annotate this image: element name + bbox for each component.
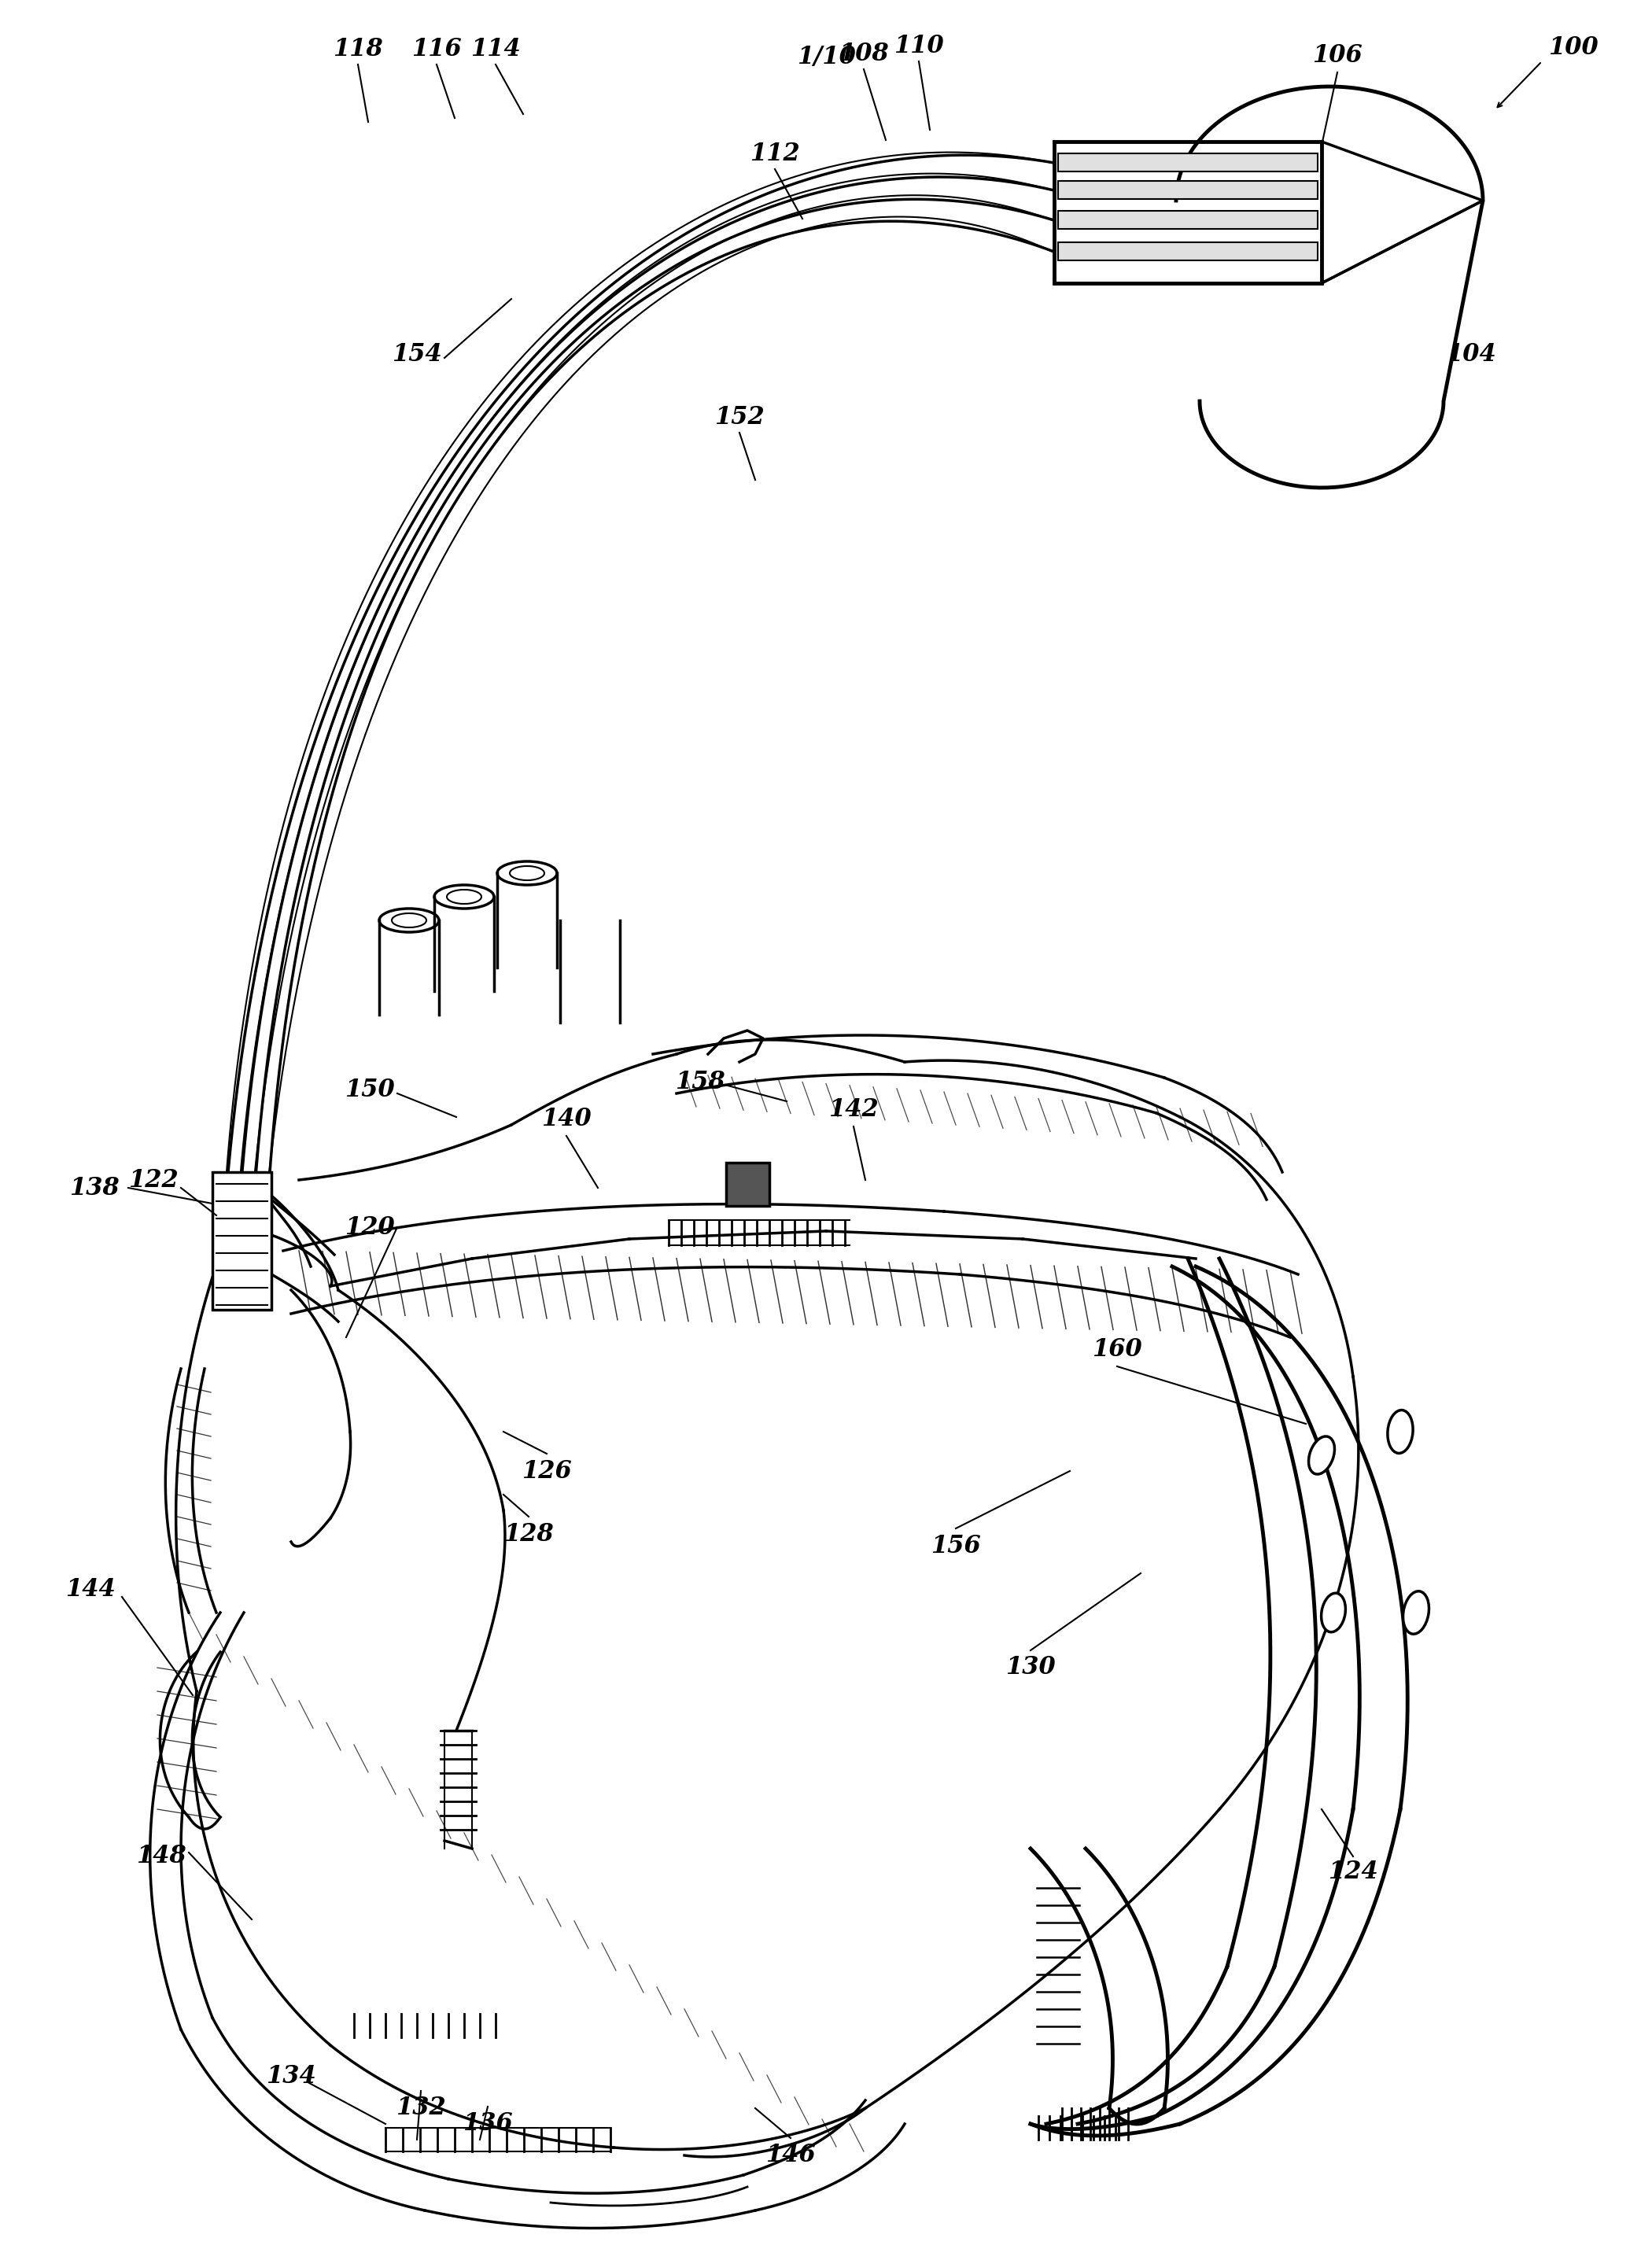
Text: 110: 110 — [894, 34, 943, 59]
Text: 158: 158 — [676, 1069, 725, 1094]
Text: 154: 154 — [392, 341, 443, 366]
Bar — [1054, 142, 1322, 282]
Bar — [1057, 210, 1318, 228]
Text: 118: 118 — [332, 36, 383, 61]
Text: 100: 100 — [1548, 34, 1599, 59]
Text: 124: 124 — [1328, 1860, 1378, 1885]
Text: 128: 128 — [504, 1521, 553, 1546]
Text: 136: 136 — [463, 2111, 512, 2136]
Text: 104: 104 — [1446, 341, 1497, 366]
Text: 130: 130 — [1006, 1657, 1056, 1679]
Text: 106: 106 — [1312, 43, 1363, 68]
Text: 148: 148 — [135, 1844, 187, 1869]
Ellipse shape — [1403, 1591, 1429, 1634]
Text: 142: 142 — [828, 1096, 879, 1121]
Bar — [1057, 154, 1318, 172]
Bar — [1057, 181, 1318, 199]
Text: 138: 138 — [69, 1175, 119, 1200]
Bar — [727, 1162, 770, 1207]
Text: 134: 134 — [266, 2066, 316, 2088]
Text: 152: 152 — [714, 405, 765, 429]
Ellipse shape — [1308, 1437, 1335, 1474]
Text: 146: 146 — [765, 2142, 816, 2167]
Text: 116: 116 — [411, 36, 461, 61]
Text: 122: 122 — [129, 1168, 178, 1191]
Bar — [1057, 242, 1318, 260]
Text: 108: 108 — [839, 41, 889, 66]
Ellipse shape — [1388, 1410, 1412, 1453]
Ellipse shape — [1322, 1593, 1345, 1632]
Text: 140: 140 — [542, 1107, 591, 1130]
Text: 114: 114 — [471, 36, 520, 61]
Text: 132: 132 — [396, 2095, 446, 2120]
Text: 150: 150 — [345, 1078, 395, 1101]
Text: 156: 156 — [930, 1535, 981, 1557]
Polygon shape — [1176, 86, 1483, 488]
Text: 1/10: 1/10 — [796, 45, 856, 68]
Text: 160: 160 — [1092, 1338, 1142, 1361]
Text: 144: 144 — [66, 1577, 116, 1600]
Text: 112: 112 — [750, 140, 800, 165]
Text: 126: 126 — [522, 1458, 572, 1483]
Text: 120: 120 — [345, 1216, 395, 1238]
Bar — [213, 1173, 271, 1311]
